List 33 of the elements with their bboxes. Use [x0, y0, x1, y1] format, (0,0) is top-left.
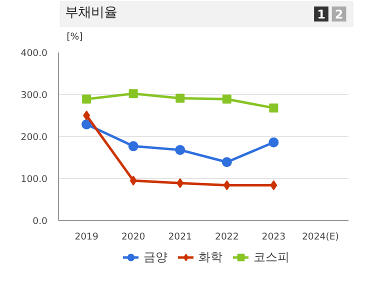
x-tick-label: 2019 [74, 232, 98, 242]
y-axis-title: [%] [66, 32, 83, 42]
point [176, 94, 185, 103]
point [176, 178, 184, 188]
y-tick-label: 100.0 [20, 174, 48, 185]
point [223, 180, 230, 190]
legend-label: 금양 [144, 248, 168, 266]
point [175, 144, 186, 155]
chart-title: 부채비율 [64, 6, 117, 20]
point [128, 141, 138, 152]
legend-label: 화학 [198, 248, 222, 266]
x-tick-label: 2023 [262, 232, 286, 242]
point [270, 180, 278, 190]
point [82, 94, 92, 104]
legend-label: 코스피 [254, 248, 290, 266]
y-tick-label: 400.0 [20, 48, 48, 59]
x-tick-label: 2020 [121, 232, 146, 242]
point [130, 176, 137, 186]
point [83, 110, 90, 120]
y-tick-label: 200.0 [20, 132, 48, 143]
y-tick-label: 0.0 [32, 216, 48, 227]
text: 1 [317, 8, 326, 22]
x-tick-label: 2024(E) [302, 232, 339, 242]
x-tick-label: 2022 [215, 232, 239, 242]
y-tick-label: 300.0 [20, 90, 48, 101]
point [222, 157, 232, 168]
point [222, 94, 232, 104]
point [268, 137, 279, 148]
point [269, 103, 278, 112]
text: 2 [334, 8, 344, 22]
point [82, 119, 92, 130]
point [128, 89, 138, 98]
x-tick-label: 2021 [168, 232, 192, 242]
